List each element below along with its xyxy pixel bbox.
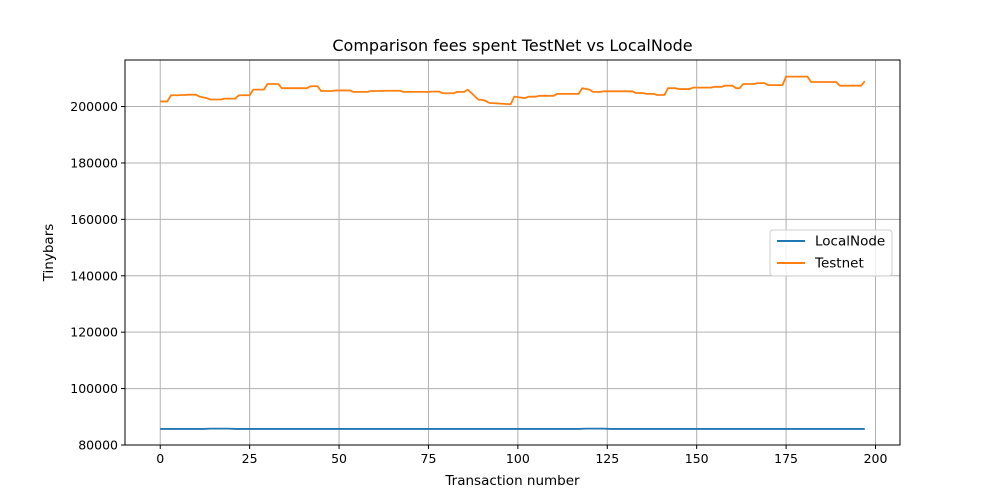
plot-area-frame	[124, 59, 901, 446]
legend-label-testnet: Testnet	[814, 256, 864, 272]
x-tick-label: 75	[421, 451, 437, 466]
series-lines	[160, 75, 866, 430]
y-axis-ticks: 80000 100000 120000 140000 160000 180000 20000…	[70, 99, 125, 453]
y-axis-label: Tinybars	[41, 224, 57, 283]
y-tick-label: 100000	[70, 381, 118, 396]
x-tick-label: 100	[506, 451, 530, 466]
legend-label-localnode: LocalNode	[815, 234, 885, 250]
y-tick-label: 80000	[78, 438, 118, 453]
x-tick-label: 0	[156, 451, 164, 466]
y-tick-label: 120000	[70, 325, 118, 340]
y-tick-label: 140000	[70, 268, 118, 283]
series-line-testnet	[160, 75, 866, 106]
x-axis-ticks: 0 25 50 75 100 125 150 175 200	[156, 445, 887, 466]
chart-title: Comparison fees spent TestNet vs LocalNo…	[332, 36, 692, 55]
x-tick-label: 125	[595, 451, 619, 466]
x-axis-label: Transaction number	[444, 473, 580, 489]
x-tick-label: 50	[331, 451, 347, 466]
x-tick-label: 200	[864, 451, 888, 466]
y-tick-label: 180000	[70, 155, 118, 170]
legend: LocalNode Testnet	[769, 229, 893, 277]
x-tick-label: 175	[774, 451, 798, 466]
x-tick-label: 25	[242, 451, 258, 466]
y-tick-label: 160000	[70, 212, 118, 227]
y-tick-label: 200000	[70, 99, 118, 114]
x-tick-label: 150	[685, 451, 709, 466]
